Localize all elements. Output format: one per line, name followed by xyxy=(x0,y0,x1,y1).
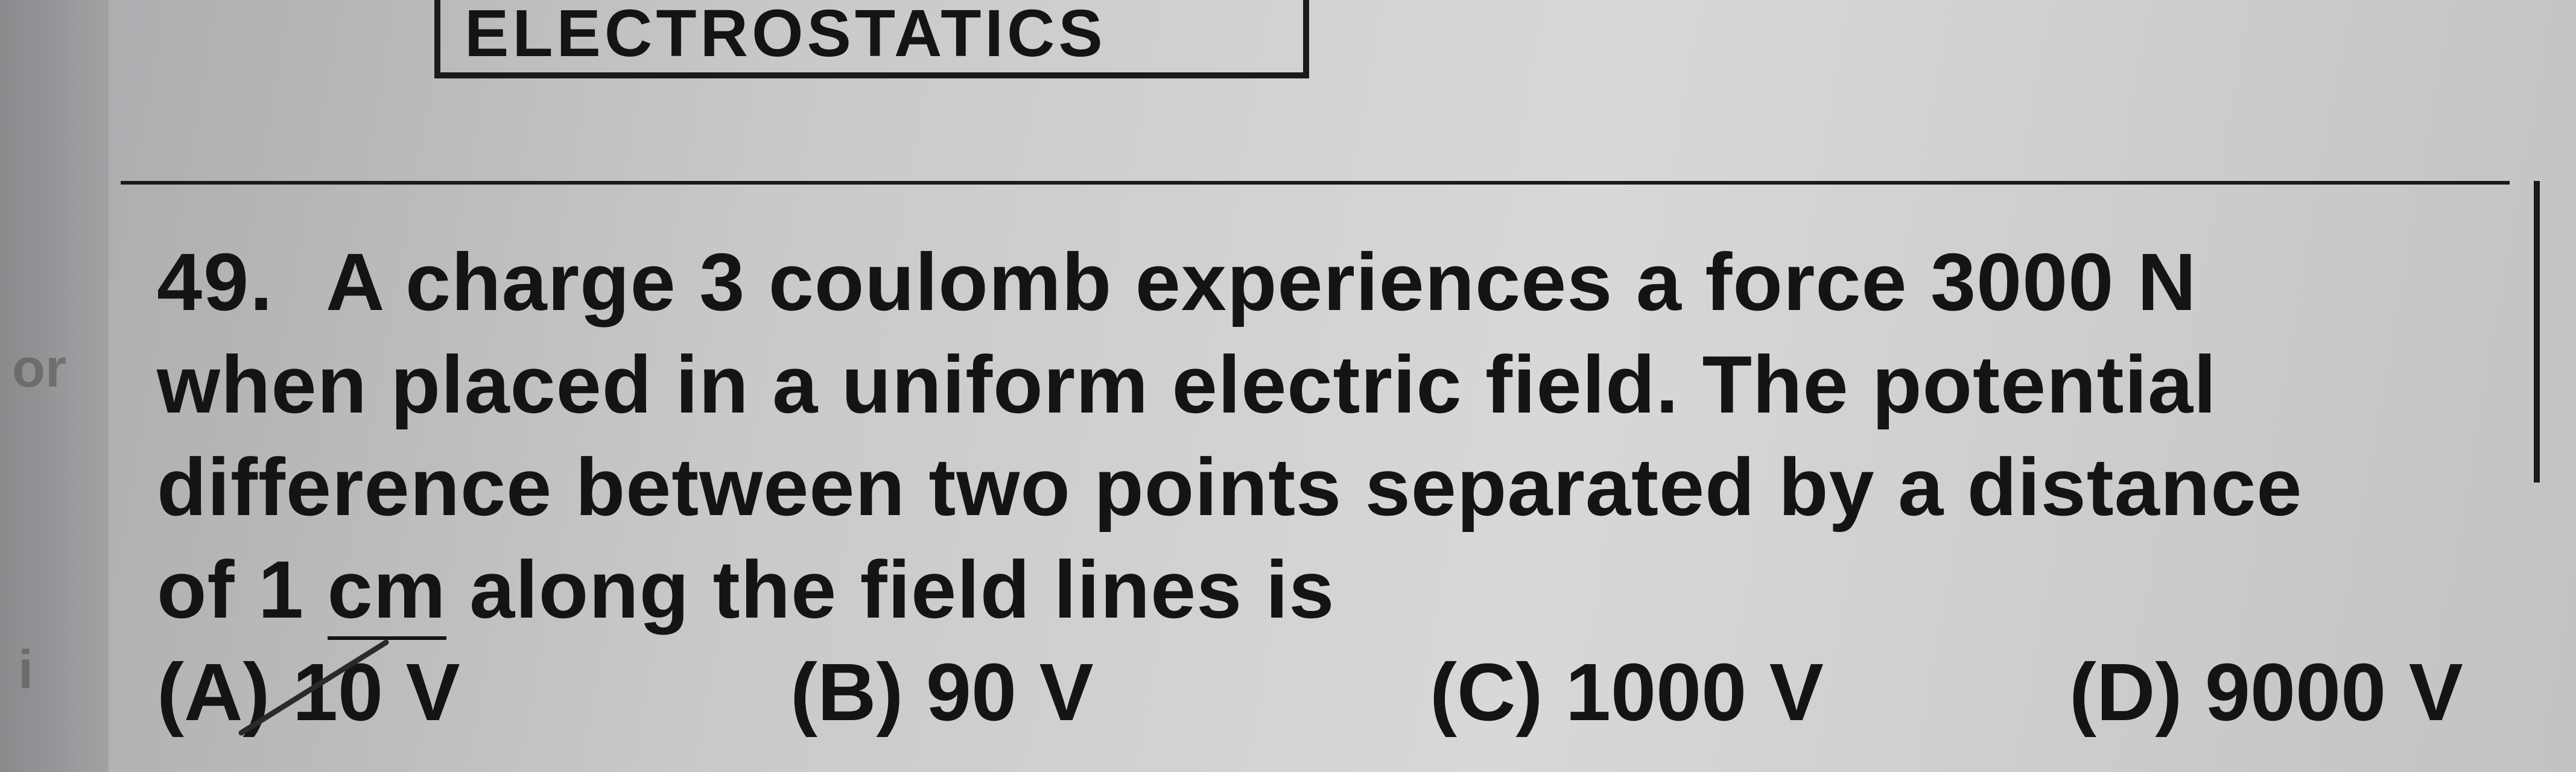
horizontal-rule xyxy=(121,181,2510,185)
question-line-4: of 1 cm along the field lines is xyxy=(157,543,2534,636)
option-A[interactable]: (A) 10 V xyxy=(157,645,790,739)
left-margin-strip: or i xyxy=(0,0,109,772)
margin-fragment-2: i xyxy=(18,639,33,701)
margin-fragment-1: or xyxy=(12,338,66,400)
option-A-label: (A) 10 V xyxy=(157,647,460,738)
question-line-2: when placed in a uniform electric field.… xyxy=(157,338,2534,431)
options-row: (A) 10 V (B) 90 V (C) 1000 V (D) 9000 V xyxy=(157,645,2534,739)
right-border-fragment xyxy=(2534,181,2540,482)
option-B-label: (B) 90 V xyxy=(790,647,1094,738)
question-line-1: A charge 3 coulomb experiences a force 3… xyxy=(326,235,2510,329)
question-line-4-pre: of 1 xyxy=(157,544,328,635)
option-D[interactable]: (D) 9000 V xyxy=(2069,645,2552,739)
question-line-4-post: along the field lines is xyxy=(446,544,1335,635)
section-header-box: ELECTROSTATICS xyxy=(434,0,1309,78)
underlined-unit: cm xyxy=(328,544,446,640)
page: or i ELECTROSTATICS 49. A charge 3 coulo… xyxy=(0,0,2576,772)
option-C[interactable]: (C) 1000 V xyxy=(1430,645,2069,739)
option-D-label: (D) 9000 V xyxy=(2069,647,2463,738)
option-B[interactable]: (B) 90 V xyxy=(790,645,1430,739)
question-line-3: difference between two points separated … xyxy=(157,440,2534,534)
option-C-label: (C) 1000 V xyxy=(1430,647,1824,738)
question-number: 49. xyxy=(157,235,274,329)
section-header-title: ELECTROSTATICS xyxy=(465,0,1106,72)
